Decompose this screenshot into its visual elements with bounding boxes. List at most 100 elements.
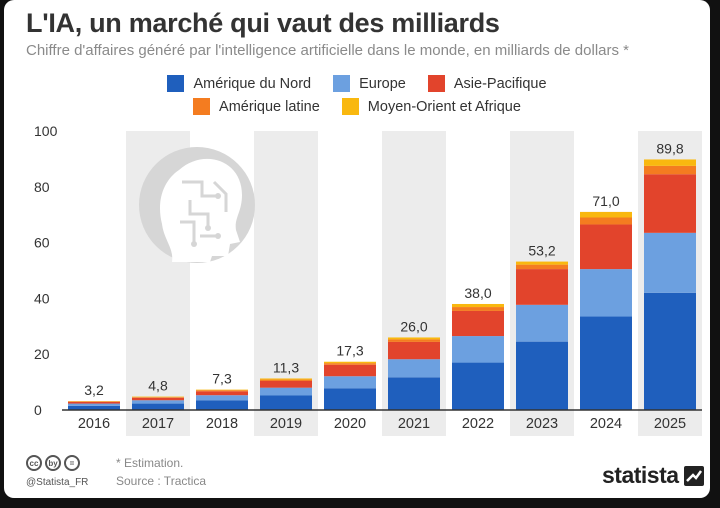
bar-segment-mea-2023 [516, 261, 568, 265]
bar-total-label: 7,3 [212, 371, 232, 387]
infographic-card: L'IA, un marché qui vaut des milliards C… [4, 0, 710, 498]
bar-segment-asia_pacific-2020 [324, 364, 376, 377]
bar-total-label: 89,8 [656, 140, 683, 156]
bar-segment-mea-2017 [132, 396, 184, 398]
x-tick-label: 2017 [142, 416, 174, 432]
bar-total-label: 53,2 [528, 243, 555, 259]
bar-segment-latin_america-2024 [580, 217, 632, 225]
x-tick-label: 2018 [206, 416, 238, 432]
bar-segment-europe-2024 [580, 269, 632, 317]
bar-segment-north_america-2020 [324, 388, 376, 410]
bar-segment-europe-2017 [132, 400, 184, 404]
ai-head-icon [139, 147, 255, 263]
bar-segment-asia_pacific-2018 [196, 391, 248, 396]
bar-segment-north_america-2019 [260, 395, 312, 410]
bar-segment-europe-2019 [260, 387, 312, 396]
bar-segment-europe-2021 [388, 359, 440, 378]
bar-segment-europe-2023 [516, 304, 568, 342]
bar-segment-europe-2022 [452, 336, 504, 363]
bar-segment-mea-2021 [388, 337, 440, 340]
chart-subtitle: Chiffre d'affaires généré par l'intellig… [26, 42, 629, 59]
bar-segment-latin_america-2025 [644, 165, 696, 175]
bar-segment-asia_pacific-2022 [452, 310, 504, 337]
legend-swatch-asia-pacific [427, 75, 445, 92]
bar-segment-latin_america-2020 [324, 363, 376, 365]
source-note: Source : Tractica [116, 474, 207, 488]
bar-segment-asia_pacific-2024 [580, 224, 632, 270]
y-tick-label: 40 [34, 290, 50, 306]
bar-segment-asia_pacific-2019 [260, 380, 312, 388]
x-tick-label: 2023 [526, 416, 558, 432]
bar-segment-mea-2022 [452, 303, 504, 308]
x-tick-label: 2025 [654, 416, 686, 432]
bar-segment-north_america-2016 [68, 405, 120, 410]
bar-segment-latin_america-2022 [452, 307, 504, 311]
bar-segment-asia_pacific-2025 [644, 174, 696, 233]
legend-label: Amérique du Nord [193, 75, 312, 92]
bar-segment-north_america-2022 [452, 362, 504, 410]
legend-row: Amérique latine Moyen-Orient et Afrique [4, 98, 710, 115]
bar-segment-mea-2020 [324, 361, 376, 364]
cc-by-icon: by [45, 455, 61, 471]
license-icons: cc by = [26, 455, 80, 471]
bar-segment-europe-2025 [644, 232, 696, 293]
x-tick-label: 2020 [334, 416, 366, 432]
legend-label: Asie-Pacifique [453, 75, 547, 92]
x-tick-label: 2016 [78, 416, 110, 432]
bar-segment-latin_america-2021 [388, 339, 440, 342]
legend-row: Amérique du Nord Europe Asie-Pacifique [4, 75, 710, 92]
bar-total-label: 17,3 [336, 343, 363, 359]
bar-segment-mea-2024 [580, 211, 632, 218]
y-tick-label: 100 [34, 123, 58, 139]
bar-total-label: 38,0 [464, 285, 491, 301]
x-tick-label: 2022 [462, 416, 494, 432]
bar-segment-latin_america-2023 [516, 264, 568, 270]
bar-segment-latin_america-2016 [68, 401, 120, 402]
brand-name: statista [602, 462, 679, 488]
bar-total-label: 3,2 [84, 382, 104, 398]
legend-label: Amérique latine [219, 98, 320, 115]
bar-total-label: 26,0 [400, 318, 427, 334]
cc-nd-icon: = [64, 455, 80, 471]
cc-license-icon: cc [26, 455, 42, 471]
bar-segment-mea-2019 [260, 378, 312, 380]
statista-logo-icon [683, 465, 704, 486]
twitter-handle: @Statista_FR [26, 477, 89, 488]
bar-segment-north_america-2018 [196, 400, 248, 410]
legend-label: Moyen-Orient et Afrique [367, 98, 521, 115]
bar-segment-latin_america-2019 [260, 379, 312, 381]
x-tick-label: 2021 [398, 416, 430, 432]
bar-segment-mea-2018 [196, 389, 248, 391]
bar-segment-north_america-2025 [644, 292, 696, 410]
y-tick-label: 0 [34, 402, 42, 418]
bar-segment-north_america-2024 [580, 316, 632, 410]
bar-segment-europe-2020 [324, 376, 376, 389]
legend-item-north-america: Amérique du Nord [167, 75, 311, 92]
legend-swatch-north-america [167, 75, 185, 92]
legend-item-asia-pacific: Asie-Pacifique [427, 75, 547, 92]
x-tick-label: 2019 [270, 416, 302, 432]
page-title: L'IA, un marché qui vaut des milliards [26, 8, 500, 38]
legend-swatch-latin-america [193, 98, 211, 115]
legend-item-mea: Moyen-Orient et Afrique [341, 98, 521, 115]
bar-segment-europe-2018 [196, 395, 248, 401]
bar-segment-mea-2025 [644, 159, 696, 166]
legend-swatch-europe [333, 75, 351, 92]
bar-segment-latin_america-2018 [196, 390, 248, 392]
bar-segment-europe-2016 [68, 403, 120, 406]
legend-swatch-mea [341, 98, 359, 115]
bar-total-label: 4,8 [148, 378, 168, 394]
y-tick-label: 60 [34, 235, 50, 251]
legend-item-latin-america: Amérique latine [193, 98, 320, 115]
bar-segment-asia_pacific-2021 [388, 341, 440, 360]
y-tick-label: 20 [34, 346, 50, 362]
bar-segment-north_america-2017 [132, 403, 184, 410]
bar-total-label: 11,3 [273, 359, 299, 375]
bar-total-label: 71,0 [592, 193, 619, 209]
bar-chart: 0 20 40 60 80 100 3,2 4,8 7,3 11,3 17,3 26,0 38,0 53… [34, 123, 702, 436]
statista-logo: statista [602, 462, 704, 489]
bar-segment-latin_america-2017 [132, 397, 184, 398]
x-tick-label: 2024 [590, 416, 622, 432]
y-tick-label: 80 [34, 179, 50, 195]
legend-item-europe: Europe [333, 75, 406, 92]
